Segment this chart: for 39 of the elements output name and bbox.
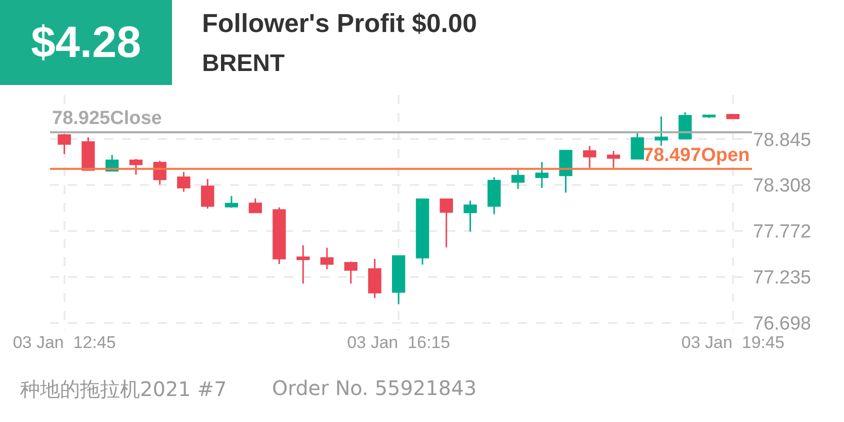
candlestick bbox=[488, 176, 501, 216]
y-tick-label: 78.845 bbox=[753, 130, 812, 151]
chart-subtitle: BRENT bbox=[202, 50, 285, 78]
candlestick bbox=[248, 198, 262, 214]
candlestick bbox=[440, 198, 453, 248]
candlestick bbox=[200, 178, 214, 210]
chart-title: Follower's Profit $0.00 bbox=[202, 8, 477, 39]
ref-line-label: 78.497Open bbox=[643, 145, 750, 166]
y-tick-label: 77.772 bbox=[753, 222, 812, 243]
candlestick bbox=[344, 260, 358, 284]
y-tick-label: 76.698 bbox=[753, 314, 812, 335]
candlestick bbox=[464, 200, 477, 232]
candlestick bbox=[368, 258, 382, 299]
candlestick bbox=[654, 116, 668, 146]
candlestick bbox=[320, 246, 334, 270]
candlestick bbox=[82, 136, 95, 171]
candlestick bbox=[392, 255, 406, 306]
candlestick bbox=[416, 198, 430, 266]
x-tick-label: 03 Jan 16:15 bbox=[347, 333, 450, 352]
text: 种地的拖拉机2021 #7 bbox=[20, 376, 227, 403]
candlestick bbox=[630, 132, 644, 160]
candlestick bbox=[606, 150, 620, 168]
candlestick bbox=[511, 169, 525, 190]
candlestick bbox=[177, 171, 190, 192]
candlestick bbox=[58, 133, 71, 155]
candlestick bbox=[535, 161, 548, 189]
candlestick bbox=[296, 244, 310, 284]
ref-line-label: 78.925Close bbox=[52, 108, 162, 129]
text: Order No. 55921843 bbox=[272, 376, 477, 400]
text: $4.28 bbox=[0, 0, 172, 85]
candlestick bbox=[272, 206, 286, 265]
candlestick bbox=[129, 158, 143, 176]
candlestick bbox=[224, 195, 238, 208]
candlestick bbox=[583, 145, 596, 168]
x-tick-label: 03 Jan 12:45 bbox=[12, 333, 116, 352]
y-tick-label: 78.308 bbox=[753, 176, 812, 197]
x-tick-label: 03 Jan 19:45 bbox=[681, 333, 784, 352]
y-tick-label: 77.235 bbox=[753, 268, 812, 289]
candlestick bbox=[559, 150, 572, 194]
